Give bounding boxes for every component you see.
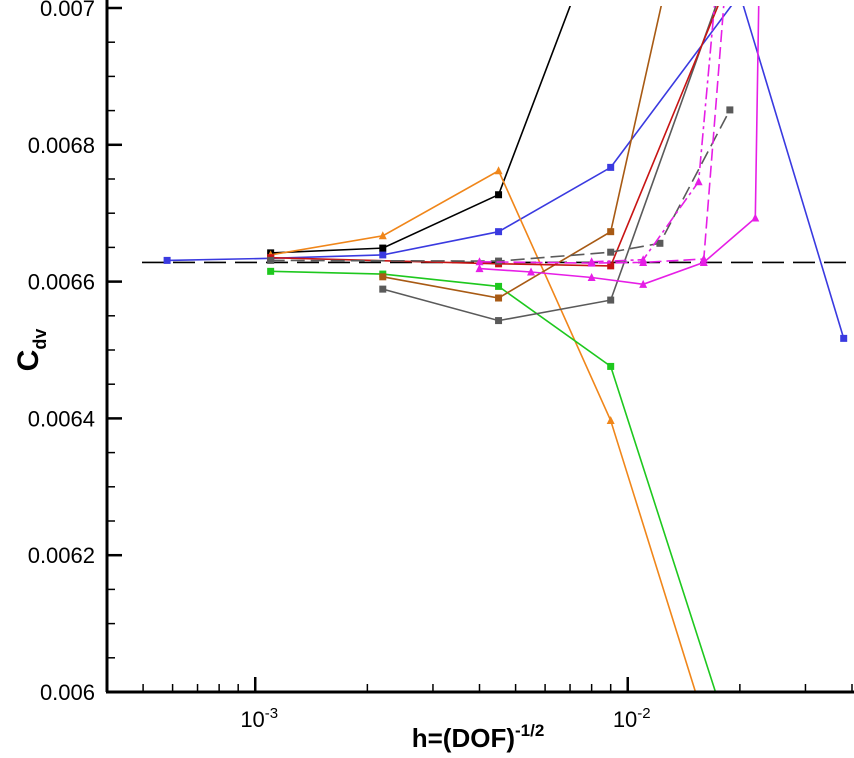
labels-layer: 0.006 0.0062 0.0064 0.0066 0.0068 0.007 10-3 10… xyxy=(12,0,651,753)
series-8-point xyxy=(495,257,503,265)
y-tick-label: 0.007 xyxy=(40,0,95,21)
series-5-point xyxy=(495,294,503,302)
series-2-point xyxy=(495,191,503,199)
series-5-line xyxy=(382,6,663,299)
series-4 xyxy=(267,267,717,692)
series-6 xyxy=(379,6,717,325)
series-6-point xyxy=(379,285,387,293)
y-tick-label: 0.0062 xyxy=(28,543,95,568)
series-3-point xyxy=(606,415,615,424)
series-10 xyxy=(475,6,725,267)
series-8-line xyxy=(270,109,731,262)
y-tick-label: 0.006 xyxy=(40,680,95,705)
series-9-line xyxy=(479,6,760,286)
axes-layer xyxy=(105,0,854,694)
series-layer xyxy=(163,6,848,692)
series-9-point xyxy=(639,279,648,288)
series-9-point xyxy=(587,272,596,281)
series-6-point xyxy=(607,296,615,304)
series-5-point xyxy=(607,228,615,236)
series-1-line xyxy=(167,6,845,339)
series-10-point xyxy=(699,254,708,263)
series-9-point xyxy=(475,264,484,273)
series-10-point xyxy=(475,257,484,266)
series-4-point xyxy=(607,362,615,370)
x-axis-title: h=(DOF)-1/2 xyxy=(412,721,545,753)
series-7-point xyxy=(607,262,615,270)
series-8 xyxy=(267,106,734,265)
series-5 xyxy=(379,6,663,302)
series-7-line xyxy=(270,6,719,267)
series-1-point xyxy=(607,163,615,171)
series-8-point xyxy=(607,248,615,256)
series-8-point xyxy=(267,256,275,264)
x-tick-label: 10-2 xyxy=(613,705,651,732)
series-11-point xyxy=(639,255,648,264)
series-9 xyxy=(475,6,760,288)
y-tick-label: 0.0064 xyxy=(28,406,95,431)
series-11 xyxy=(587,6,716,266)
series-3-point xyxy=(378,231,387,240)
y-tick-label: 0.0066 xyxy=(28,270,95,295)
series-1-point xyxy=(379,251,387,259)
series-9-point xyxy=(751,213,760,222)
series-7 xyxy=(267,6,719,270)
series-5-point xyxy=(379,273,387,281)
y-tick-label: 0.0068 xyxy=(28,133,95,158)
series-8-point xyxy=(656,239,664,247)
series-4-line xyxy=(270,270,717,692)
series-9-point xyxy=(527,267,536,276)
series-4-point xyxy=(267,267,275,275)
series-2 xyxy=(267,6,572,257)
series-1-point xyxy=(840,334,848,342)
x-tick-label: 10-3 xyxy=(240,705,278,732)
series-2-line xyxy=(270,6,572,254)
y-axis-title: Cdv xyxy=(12,329,50,372)
series-3-point xyxy=(494,166,503,175)
series-8-point xyxy=(726,106,734,114)
series-11-line xyxy=(591,6,716,263)
series-6-line xyxy=(382,6,717,322)
series-4-point xyxy=(495,282,503,290)
series-11-point xyxy=(587,257,596,266)
series-11-point xyxy=(694,177,703,186)
series-1-point xyxy=(495,228,503,236)
series-6-point xyxy=(495,317,503,325)
series-10-line xyxy=(479,6,725,264)
series-1-point xyxy=(163,256,171,264)
series-2-point xyxy=(379,244,387,252)
